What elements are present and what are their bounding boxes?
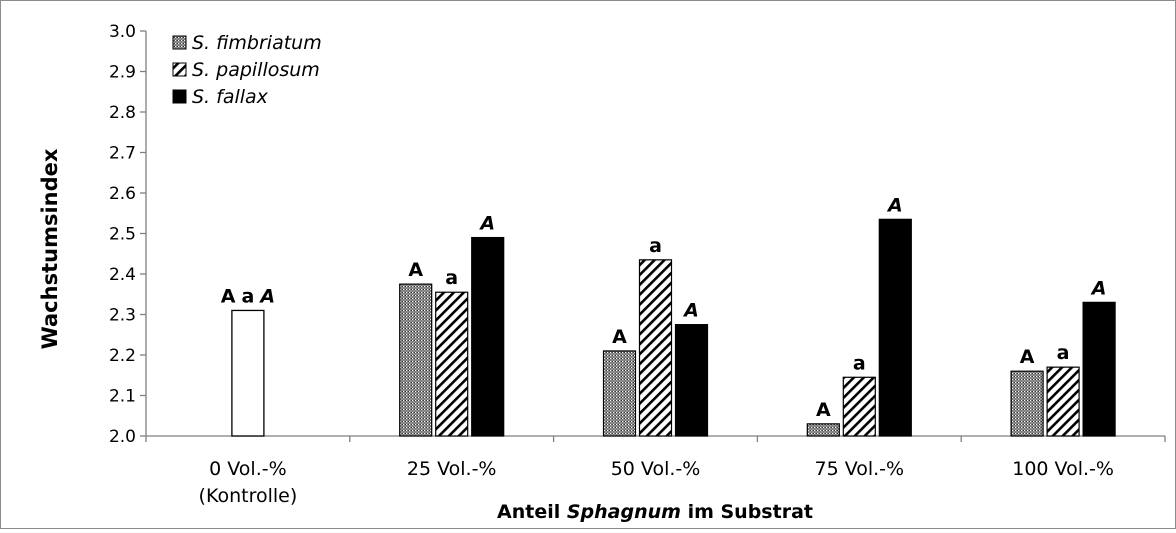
x-tick-label: 0 Vol.-% <box>209 458 287 480</box>
x-axis-label: Anteil Sphagnum im Substrat <box>497 501 813 523</box>
bar-annotation: A <box>408 259 423 281</box>
x-tick-label: 75 Vol.-% <box>815 458 905 480</box>
y-tick-label: 2.3 <box>109 306 136 326</box>
y-axis-label: Wachstumsindex <box>38 148 62 349</box>
bar-annotation: a <box>649 235 662 257</box>
y-tick-label: 2.7 <box>109 144 136 164</box>
bar-annotation: A <box>1090 277 1107 299</box>
bar-annotation: a <box>445 267 458 289</box>
bar-solid <box>674 324 709 437</box>
x-axis: 0 Vol.-% (Kontrolle) 25 Vol.-% 50 Vol.-% 75 … <box>145 435 1166 507</box>
legend-label: S. fallax <box>192 86 269 108</box>
legend-swatch-solid <box>172 89 187 104</box>
y-tick-label: 2.6 <box>109 184 136 204</box>
bar-dots <box>806 423 840 437</box>
bar-hatch <box>435 291 469 437</box>
bar-annotation: A <box>886 194 903 216</box>
bar-dots <box>1010 370 1044 437</box>
bar-annotation: a <box>1057 342 1070 364</box>
legend-swatch-dots <box>172 35 187 50</box>
bar-dots <box>602 350 637 437</box>
bars <box>231 218 1116 437</box>
bar-annotation: A <box>478 213 495 235</box>
x-tick-sublabel: (Kontrolle) <box>199 485 298 507</box>
bar-solid <box>1082 301 1116 437</box>
legend-swatch-hatch <box>172 62 187 77</box>
bar-control <box>231 309 265 437</box>
y-tick-label: 2.4 <box>109 265 136 285</box>
x-tick-label: 100 Vol.-% <box>1012 458 1114 480</box>
y-tick-label: 2.8 <box>109 103 136 123</box>
y-axis: 2.0 2.1 2.2 2.3 2.4 2.5 2.6 2.7 2.8 2.9 3.0 <box>109 22 147 447</box>
bar-annotation: A <box>1020 346 1035 368</box>
bar-hatch <box>842 376 876 437</box>
bar-solid <box>471 236 505 437</box>
bar-solid <box>878 218 912 437</box>
y-tick-label: 3.0 <box>109 22 136 42</box>
bar-annotation: A <box>612 326 627 348</box>
legend-label: S. papillosum <box>192 59 320 81</box>
y-tick-label: 2.1 <box>109 387 136 407</box>
bar-hatch <box>1046 366 1080 437</box>
x-tick-label: 50 Vol.-% <box>611 458 701 480</box>
legend-label: S. fimbriatum <box>192 32 322 54</box>
bar-dots <box>399 283 433 437</box>
bar-annotation: A <box>682 300 699 322</box>
bar-annotation: a <box>853 352 866 374</box>
legend: S. fimbriatum S. papillosum S. fallax <box>172 32 322 108</box>
bar-hatch <box>638 259 673 437</box>
y-tick-label: 2.0 <box>109 427 136 447</box>
x-tick-label: 25 Vol.-% <box>407 458 497 480</box>
bar-annotation: A <box>816 399 831 421</box>
y-tick-label: 2.9 <box>109 63 136 83</box>
y-tick-label: 2.5 <box>109 225 136 245</box>
y-tick-label: 2.2 <box>109 346 136 366</box>
